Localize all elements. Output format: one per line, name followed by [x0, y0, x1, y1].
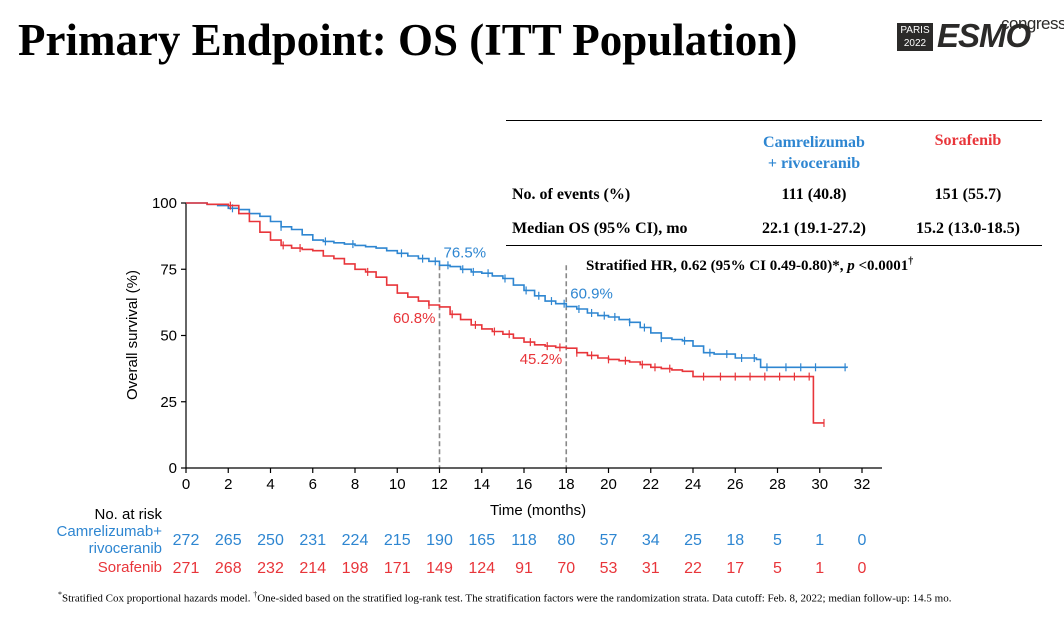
at-risk-camrelizumab-28: 5: [773, 532, 782, 549]
annotation-camrelizumab-18: 60.9%: [570, 286, 613, 303]
esmo-logo: PARIS 2022 ESMO congress: [897, 14, 1064, 54]
x-tick-label-6: 6: [309, 476, 317, 493]
hr-main: Stratified HR, 0.62 (95% CI 0.49-0.80)*,: [586, 258, 848, 274]
at-risk-sorafenib-22: 31: [642, 560, 660, 577]
x-tick-label-0: 0: [182, 476, 190, 493]
x-tick-label-16: 16: [516, 476, 533, 493]
at-risk-label-camrelizumab-line1: Camrelizumab+: [57, 523, 163, 540]
series-line-camrelizumab: [186, 202, 848, 369]
footnote-dagger: †: [253, 590, 258, 599]
at-risk-sorafenib-2: 268: [215, 560, 242, 577]
at-risk-sorafenib-8: 198: [342, 560, 369, 577]
y-tick-label-50: 50: [160, 328, 177, 345]
at-risk-camrelizumab-4: 250: [257, 532, 284, 549]
at-risk-camrelizumab-22: 34: [642, 532, 660, 549]
at-risk-sorafenib-30: 1: [815, 560, 824, 577]
y-tick-label-75: 75: [160, 261, 177, 278]
at-risk-camrelizumab-12: 190: [426, 532, 453, 549]
at-risk-camrelizumab-8: 224: [342, 532, 369, 549]
x-tick-label-32: 32: [854, 476, 871, 493]
hr-dagger: †: [908, 256, 914, 267]
at-risk-sorafenib-24: 22: [684, 560, 702, 577]
at-risk-sorafenib-18: 70: [557, 560, 575, 577]
series-line-sorafenib: [186, 202, 824, 424]
x-tick-label-12: 12: [431, 476, 448, 493]
at-risk-camrelizumab-0: 272: [173, 532, 200, 549]
at-risk-sorafenib-12: 149: [426, 560, 453, 577]
logo-brand: ESMO: [937, 17, 1031, 54]
at-risk-camrelizumab-16: 118: [511, 532, 537, 549]
y-tick-label-0: 0: [169, 460, 177, 477]
annotation-sorafenib-18: 45.2%: [520, 351, 563, 368]
at-risk-camrelizumab-14: 165: [468, 532, 495, 549]
x-tick-label-26: 26: [727, 476, 744, 493]
y-tick-label-100: 100: [152, 195, 177, 212]
x-tick-label-22: 22: [642, 476, 659, 493]
table-bottom-rule: [506, 245, 1042, 246]
at-risk-camrelizumab-6: 231: [299, 532, 326, 549]
footnote-text1: Stratified Cox proportional hazards mode…: [62, 592, 254, 605]
at-risk-camrelizumab-32: 0: [858, 532, 867, 549]
footnote-star: *: [58, 590, 62, 599]
logo-paris-badge: PARIS 2022: [897, 23, 933, 51]
slide-title: Primary Endpoint: OS (ITT Population): [18, 15, 798, 65]
row-events-camrelizumab: 111 (40.8): [781, 186, 847, 203]
row-events-sorafenib: 151 (55.7): [934, 186, 1002, 203]
at-risk-camrelizumab-30: 1: [815, 532, 824, 549]
at-risk-camrelizumab-18: 80: [557, 532, 575, 549]
at-risk-sorafenib-10: 171: [384, 560, 411, 577]
at-risk-label-sorafenib: Sorafenib: [98, 559, 162, 576]
at-risk-sorafenib-20: 53: [600, 560, 618, 577]
table-top-rule: [506, 120, 1042, 121]
at-risk-camrelizumab-2: 265: [215, 532, 242, 549]
table-header-sorafenib: Sorafenib: [934, 132, 1002, 149]
x-tick-label-18: 18: [558, 476, 575, 493]
at-risk-camrelizumab-20: 57: [600, 532, 618, 549]
table-header-camrelizumab-line1: Camrelizumab: [763, 134, 865, 151]
at-risk-sorafenib-32: 0: [858, 560, 867, 577]
hr-p-symbol: p: [847, 258, 855, 274]
row-median-os-sorafenib: 15.2 (13.0-18.5): [916, 220, 1020, 237]
logo-suffix: congress: [1001, 14, 1064, 33]
at-risk-label-camrelizumab-line2: rivoceranib: [89, 540, 162, 557]
at-risk-sorafenib-4: 232: [257, 560, 284, 577]
x-tick-label-10: 10: [389, 476, 406, 493]
y-axis-label: Overall survival (%): [124, 270, 141, 400]
at-risk-title: No. at risk: [94, 506, 162, 523]
table-header-camrelizumab: Camrelizumab + rivoceranib: [714, 132, 914, 174]
at-risk-sorafenib-16: 91: [515, 560, 533, 577]
at-risk-camrelizumab-24: 25: [684, 532, 702, 549]
footnote-text2: One-sided based on the stratified log-ra…: [257, 592, 952, 605]
row-median-os-label: Median OS (95% CI), mo: [512, 220, 688, 237]
at-risk-sorafenib-28: 5: [773, 560, 782, 577]
at-risk-sorafenib-0: 271: [173, 560, 200, 577]
x-tick-label-28: 28: [769, 476, 786, 493]
table-header-camrelizumab-line2: + rivoceranib: [767, 155, 861, 172]
logo-city: PARIS: [900, 25, 930, 36]
footnote: *Stratified Cox proportional hazards mod…: [58, 587, 1018, 607]
annotation-camrelizumab-12: 76.5%: [444, 244, 487, 261]
hazard-ratio-text: Stratified HR, 0.62 (95% CI 0.49-0.80)*,…: [586, 256, 913, 275]
x-axis-label: Time (months): [490, 502, 586, 519]
row-median-os-camrelizumab: 22.1 (19.1-27.2): [762, 220, 866, 237]
at-risk-sorafenib-26: 17: [726, 560, 744, 577]
x-tick-label-14: 14: [473, 476, 490, 493]
at-risk-sorafenib-6: 214: [299, 560, 326, 577]
x-tick-label-8: 8: [351, 476, 359, 493]
x-tick-label-24: 24: [685, 476, 702, 493]
logo-year: 2022: [903, 38, 927, 49]
hr-p-value: <0.0001: [854, 258, 909, 274]
at-risk-camrelizumab-10: 215: [384, 532, 411, 549]
row-events-label: No. of events (%): [512, 186, 631, 203]
y-tick-label-25: 25: [160, 394, 177, 411]
annotation-sorafenib-12: 60.8%: [393, 310, 436, 327]
x-tick-label-20: 20: [600, 476, 617, 493]
x-tick-label-2: 2: [224, 476, 232, 493]
x-tick-label-4: 4: [266, 476, 274, 493]
at-risk-camrelizumab-26: 18: [726, 532, 744, 549]
x-tick-label-30: 30: [811, 476, 828, 493]
at-risk-sorafenib-14: 124: [468, 560, 495, 577]
